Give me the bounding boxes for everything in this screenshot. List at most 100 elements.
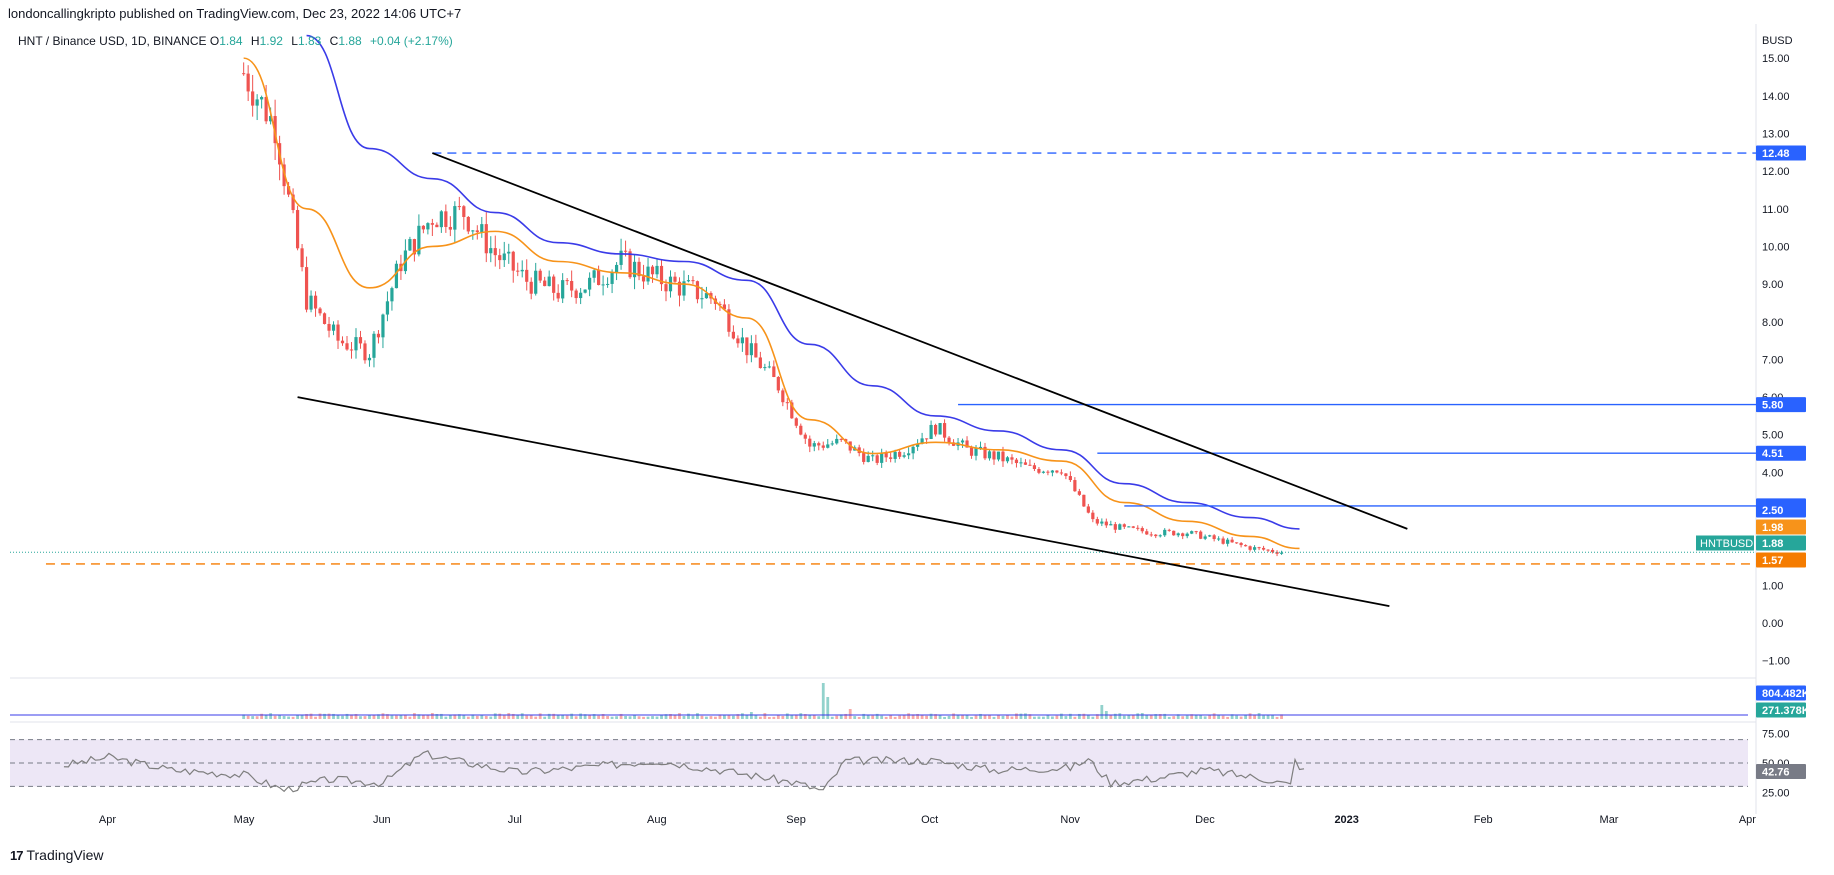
candle-body xyxy=(866,455,870,462)
candle xyxy=(871,450,875,462)
candle-body xyxy=(704,293,709,299)
candle-body xyxy=(484,224,488,254)
volume-bar xyxy=(1176,714,1180,719)
volume-bar xyxy=(889,714,893,719)
candle xyxy=(394,260,399,289)
volume-bar xyxy=(332,713,335,719)
candle xyxy=(457,196,461,211)
candle-body xyxy=(246,73,250,92)
candle xyxy=(1239,542,1243,548)
candle xyxy=(358,330,363,349)
trendline-lower[interactable] xyxy=(297,396,1390,607)
candle-body xyxy=(1059,472,1063,474)
volume-bar xyxy=(902,715,906,719)
candle xyxy=(610,269,614,294)
volume-bar xyxy=(776,715,780,719)
candle xyxy=(291,188,295,214)
volume-bar xyxy=(430,713,434,719)
candle-body xyxy=(412,239,416,255)
volume-bar xyxy=(439,713,443,719)
candle-body xyxy=(304,267,309,310)
candle-body xyxy=(493,248,497,256)
candle xyxy=(507,243,511,264)
volume-bar xyxy=(1033,716,1036,719)
candle xyxy=(628,248,632,279)
volume-bar xyxy=(1239,716,1243,719)
candle-body xyxy=(673,276,677,282)
tradingview-brand: TradingView xyxy=(26,847,104,863)
candle-body xyxy=(695,281,700,300)
candle xyxy=(731,325,736,340)
candle xyxy=(1172,530,1176,536)
candle-body xyxy=(583,289,587,293)
candle-body xyxy=(1118,524,1122,530)
candle xyxy=(992,449,996,465)
volume-bar xyxy=(345,713,349,719)
candle xyxy=(740,327,744,352)
candle-body xyxy=(525,269,529,282)
candle-body xyxy=(381,314,385,338)
candle-body xyxy=(875,455,879,463)
candle-body xyxy=(772,366,776,378)
candle xyxy=(736,335,740,348)
candle-body xyxy=(1028,464,1032,466)
trendline-upper[interactable] xyxy=(432,152,1408,530)
candle xyxy=(1118,523,1122,530)
candle xyxy=(1068,471,1072,483)
volume-bar xyxy=(633,714,636,719)
candle xyxy=(336,320,340,349)
volume-bar xyxy=(624,716,627,719)
candle xyxy=(700,286,704,309)
candle xyxy=(475,225,479,240)
candle xyxy=(453,201,457,243)
candle-body xyxy=(1194,531,1198,533)
candle xyxy=(318,307,322,316)
candle-body xyxy=(534,270,538,294)
tradingview-footer[interactable]: 17 TradingView xyxy=(10,847,104,863)
candle-body xyxy=(295,210,300,249)
volume-bar xyxy=(651,716,654,719)
candle-body xyxy=(1010,457,1014,460)
volume-bar xyxy=(471,714,475,719)
trendlines[interactable] xyxy=(297,152,1408,607)
candle xyxy=(646,257,650,285)
volume-bar xyxy=(1280,714,1283,719)
candle xyxy=(745,337,749,364)
volume-bar xyxy=(992,716,996,719)
candle-body xyxy=(471,230,475,232)
candle-body xyxy=(426,223,430,230)
candle xyxy=(1055,470,1059,474)
volume-bar xyxy=(354,714,358,719)
candle-body xyxy=(862,453,866,462)
volume-bar xyxy=(1244,715,1248,719)
candle xyxy=(426,222,430,235)
candle xyxy=(695,280,700,304)
candle-body xyxy=(340,340,345,344)
time-tick-label: Jul xyxy=(508,814,522,826)
candle-body xyxy=(839,438,843,440)
candle xyxy=(1275,550,1279,557)
volume-bar xyxy=(988,714,991,719)
candle xyxy=(552,274,556,301)
volume-bar xyxy=(970,716,973,719)
price-tag-box xyxy=(1756,397,1806,413)
candle-body xyxy=(925,438,929,440)
candle-body xyxy=(507,251,511,254)
volume-bar xyxy=(997,715,1000,719)
candle xyxy=(1023,459,1028,466)
candle xyxy=(889,452,893,463)
candle-body xyxy=(1145,531,1149,535)
candle-body xyxy=(1212,535,1216,540)
candle-body xyxy=(588,277,592,290)
candle-body xyxy=(916,443,920,447)
volume-bar xyxy=(381,713,385,719)
candle-body xyxy=(619,250,623,265)
candle-body xyxy=(745,337,749,356)
volume-bar xyxy=(794,714,798,719)
candle-body xyxy=(354,337,358,351)
candle xyxy=(385,291,390,322)
candle xyxy=(367,354,372,367)
time-axis[interactable]: Apr May Jun Jul Aug Sep Oct Nov Dec 2023 Feb Mar Apr xyxy=(99,814,1756,826)
horizontal-levels[interactable] xyxy=(10,152,1756,565)
